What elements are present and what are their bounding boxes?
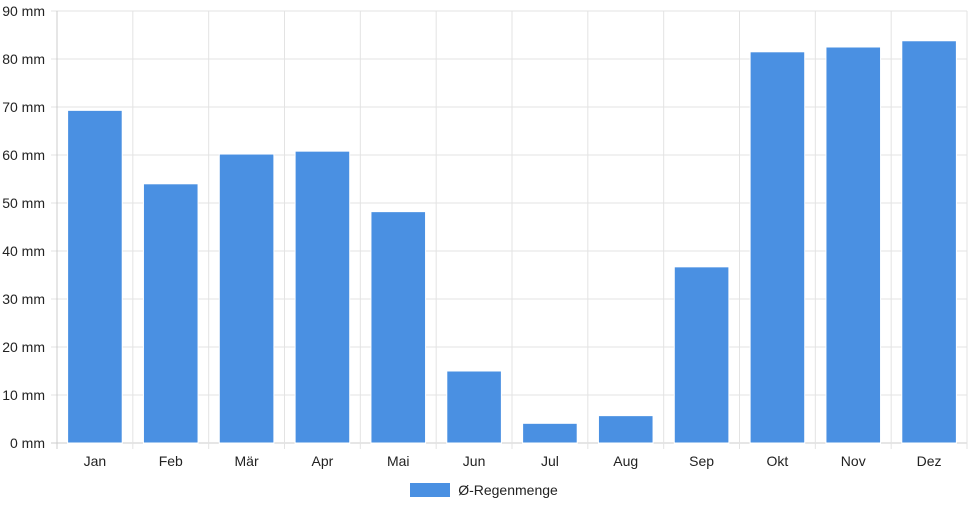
x-tick-label: Jun	[463, 453, 486, 469]
x-tick-label: Sep	[689, 453, 714, 469]
y-tick-label: 50 mm	[2, 195, 45, 211]
legend-swatch	[410, 483, 451, 497]
bar-Mär[interactable]	[218, 153, 275, 444]
grid-lines	[51, 10, 968, 449]
y-tick-label: 80 mm	[2, 51, 45, 67]
x-tick-label: Aug	[613, 453, 638, 469]
y-tick-label: 40 mm	[2, 243, 45, 259]
x-tick-label: Nov	[841, 453, 866, 469]
y-tick-label: 20 mm	[2, 339, 45, 355]
bar-Nov[interactable]	[825, 46, 882, 444]
bar-Jun[interactable]	[446, 370, 502, 444]
bar-Dez[interactable]	[901, 40, 957, 444]
y-tick-label: 10 mm	[2, 387, 45, 403]
bar-Jan[interactable]	[67, 109, 123, 444]
x-axis-ticks: Jan Feb Mär Apr Mai Jun Jul Aug Sep Okt Nov Dez	[84, 453, 942, 469]
y-tick-label: 70 mm	[2, 99, 45, 115]
y-tick-label: 0 mm	[10, 435, 45, 451]
bar-Apr[interactable]	[294, 150, 351, 444]
legend[interactable]: Ø-Regenmenge	[0, 478, 968, 502]
bar-Sep[interactable]	[673, 266, 730, 444]
legend-label: Ø-Regenmenge	[458, 482, 558, 498]
y-tick-label: 60 mm	[2, 147, 45, 163]
bars	[67, 40, 957, 444]
x-tick-label: Apr	[312, 453, 334, 469]
y-tick-label: 30 mm	[2, 291, 45, 307]
x-tick-label: Dez	[917, 453, 942, 469]
y-tick-label: 90 mm	[2, 3, 45, 19]
bar-Jul[interactable]	[522, 422, 578, 444]
bar-Feb[interactable]	[142, 183, 199, 444]
x-tick-label: Mär	[235, 453, 259, 469]
x-tick-label: Okt	[767, 453, 789, 469]
x-tick-label: Feb	[159, 453, 183, 469]
x-tick-label: Jan	[84, 453, 107, 469]
x-tick-label: Mai	[387, 453, 410, 469]
bar-Okt[interactable]	[749, 51, 806, 444]
bar-Mai[interactable]	[370, 211, 427, 444]
bar-Aug[interactable]	[597, 415, 654, 444]
y-axis-ticks: 0 mm 10 mm 20 mm 30 mm 40 mm 50 mm 60 mm 70 mm 8…	[2, 3, 45, 451]
x-tick-label: Jul	[541, 453, 559, 469]
